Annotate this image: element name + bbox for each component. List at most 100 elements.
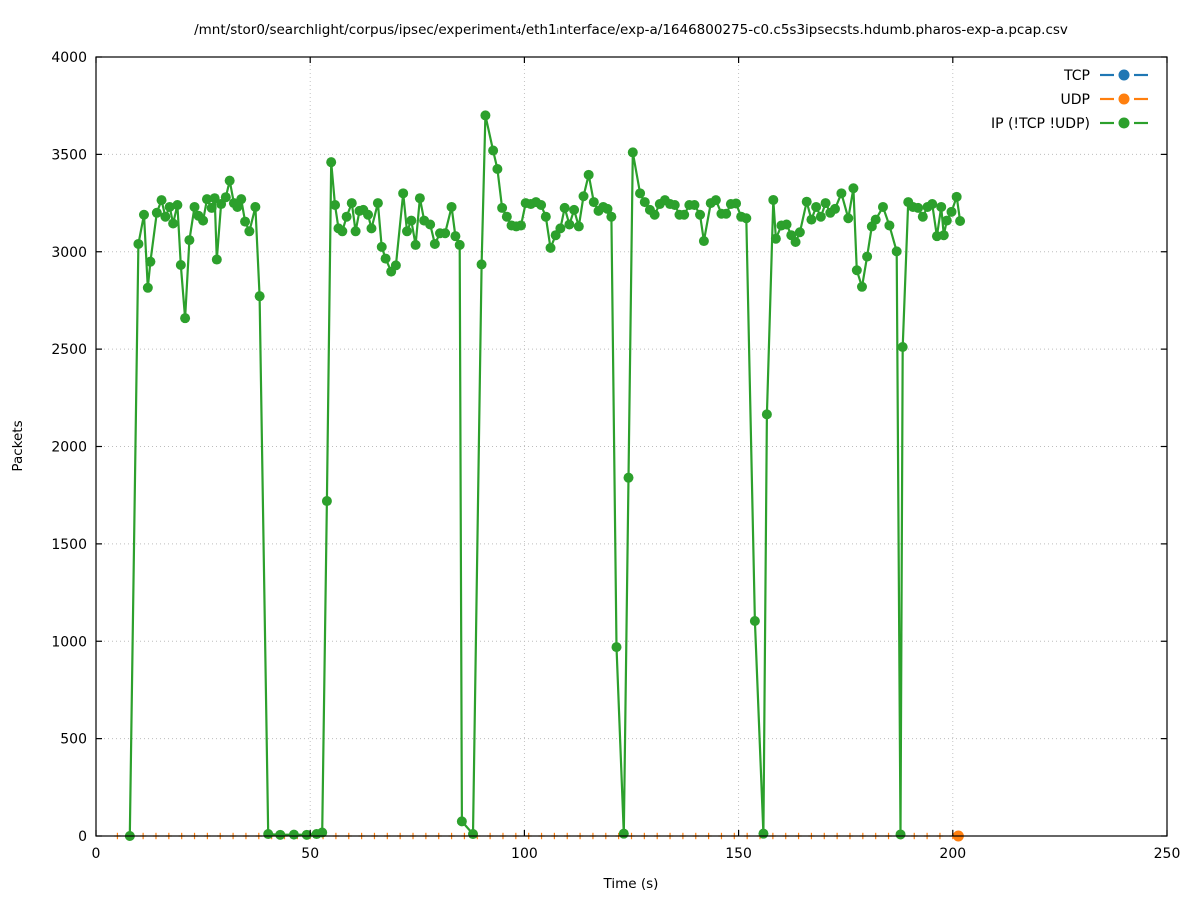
data-point [851,265,862,276]
data-point [429,238,440,249]
data-point [175,259,186,270]
legend-marker [1118,117,1130,129]
data-point [951,191,962,202]
y-tick-label: 2000 [51,440,87,456]
data-point [492,163,503,174]
data-point [801,196,812,207]
data-point [836,188,847,199]
data-point [380,253,391,264]
data-point [425,219,436,230]
data-point [698,236,709,247]
data-point [540,211,551,222]
y-tick-label: 3500 [51,147,87,163]
data-point [160,211,171,222]
data-point [741,213,752,224]
data-point [189,201,200,212]
data-point [820,198,831,209]
data-point [209,193,220,204]
data-point [639,197,650,208]
series-line [128,114,962,837]
x-tick-label: 200 [939,846,966,862]
data-point [891,246,902,257]
data-point [201,194,212,205]
data-point [288,829,299,840]
legend-entry-udp: UDP [1061,92,1148,108]
data-point [220,192,231,203]
data-point [913,202,924,213]
data-point [559,202,570,213]
legend-marker [1118,69,1130,81]
series-ip-tcp-udp- [124,110,966,841]
legend-label: TCP [1063,68,1090,84]
data-point [749,615,760,626]
data-point [172,200,183,211]
data-point [695,209,706,220]
legend-label: IP (!TCP !UDP) [991,116,1090,132]
data-point [669,200,680,211]
data-point [337,226,348,237]
data-point [454,239,465,250]
data-point [450,231,461,242]
data-point [263,829,274,840]
data-point [721,208,732,219]
legend-entry-tcp: TCP [1063,68,1148,84]
data-point [545,242,556,253]
data-point [627,147,638,158]
data-point [710,195,721,206]
data-point [326,157,337,168]
data-point [341,211,352,222]
y-tick-label: 4000 [51,50,87,66]
chart-title: /mnt/stor0/searchlight/corpus/ipsec/expe… [194,22,1068,38]
data-point [731,198,742,209]
data-point [635,188,646,199]
data-point [856,281,867,292]
data-point [917,211,928,222]
data-point [138,209,149,220]
data-point [198,215,209,226]
data-point [877,201,888,212]
data-point [142,282,153,293]
data-point [588,197,599,208]
data-point [936,201,947,212]
data-point [275,829,286,840]
data-point [946,206,957,217]
data-point [350,226,361,237]
data-point [211,254,222,265]
y-axis-label: Packets [10,420,26,471]
data-point [456,816,467,827]
y-tick-label: 1000 [51,634,87,650]
data-point [815,211,826,222]
data-point [806,214,817,225]
data-point [679,209,690,220]
data-point [398,188,409,199]
data-point [497,202,508,213]
data-point [366,223,377,234]
series [114,110,966,842]
data-point [488,145,499,156]
data-point [301,829,312,840]
data-point [440,228,451,239]
data-point [156,195,167,206]
data-point [862,251,873,262]
data-point [761,409,772,420]
data-point [372,198,383,209]
data-point [402,226,413,237]
data-point [955,215,966,226]
data-point [848,183,859,194]
data-point [884,220,895,231]
data-point [829,203,840,214]
data-point [232,201,243,212]
data-point [168,218,179,229]
legend-marker [1118,93,1130,105]
data-point [938,230,949,241]
data-point [446,201,457,212]
data-point [573,221,584,232]
data-point [781,219,792,230]
x-tick-label: 50 [301,846,319,862]
data-point [649,209,660,220]
data-point [250,201,261,212]
data-point [811,201,822,212]
x-axis-label: Time (s) [603,876,659,892]
axes-frame [95,56,1168,837]
